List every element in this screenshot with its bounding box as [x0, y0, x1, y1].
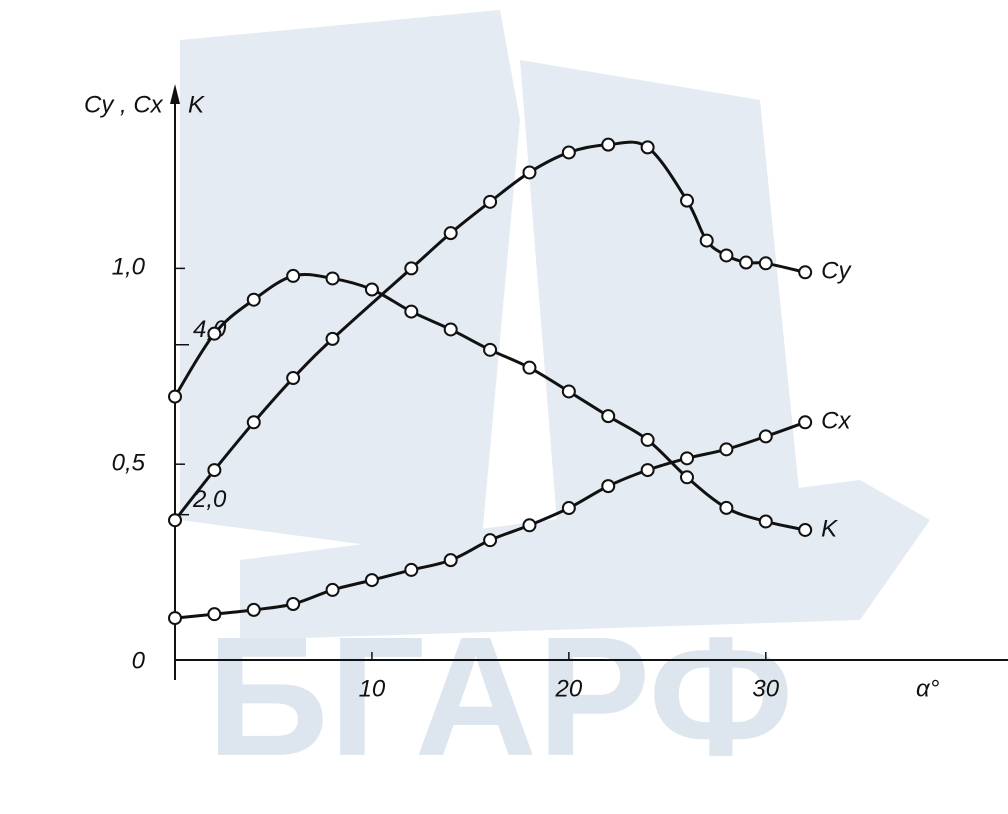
- y-tick-label: 1,0: [112, 254, 146, 281]
- data-point: [680, 451, 695, 466]
- data-point: [364, 282, 379, 297]
- y-axis-label: Cy , Cx: [84, 91, 164, 118]
- data-point: [168, 389, 182, 404]
- data-point: [325, 271, 340, 286]
- data-point: [207, 326, 222, 341]
- x-tick-label: 20: [555, 675, 583, 702]
- data-point: [601, 479, 616, 494]
- data-point: [699, 233, 714, 248]
- data-point: [758, 256, 773, 271]
- data-point: [443, 553, 458, 568]
- data-point: [483, 194, 498, 209]
- data-point: [680, 193, 695, 208]
- data-point: [246, 602, 261, 617]
- watermark-ship: [180, 10, 930, 640]
- data-point: [719, 248, 734, 263]
- x-axis-label: α°: [916, 675, 940, 702]
- data-point: [443, 322, 458, 337]
- data-point: [286, 268, 301, 283]
- series-label: Cx: [821, 408, 851, 435]
- data-point: [561, 501, 576, 516]
- data-point: [246, 415, 261, 430]
- data-point: [739, 255, 754, 270]
- data-point: [758, 429, 773, 444]
- data-point: [168, 611, 182, 626]
- data-point: [522, 360, 537, 375]
- y-axis-arrow: [170, 84, 180, 104]
- data-point: [483, 342, 498, 357]
- data-point: [640, 432, 655, 447]
- data-point: [640, 140, 655, 155]
- data-point: [325, 331, 340, 346]
- data-point: [719, 500, 734, 515]
- data-point: [561, 384, 576, 399]
- x-tick-label: 30: [752, 675, 779, 702]
- data-point: [168, 513, 182, 528]
- data-point: [798, 415, 813, 430]
- watermark: БГАРФ: [207, 602, 794, 792]
- data-point: [483, 533, 498, 548]
- data-point: [798, 522, 813, 537]
- data-point: [207, 463, 222, 478]
- data-point: [404, 261, 419, 276]
- data-point: [680, 470, 695, 485]
- data-point: [561, 145, 576, 160]
- data-point: [404, 562, 419, 577]
- series-label: Cy: [821, 258, 852, 285]
- data-point: [522, 165, 537, 180]
- data-point: [364, 573, 379, 588]
- data-point: [798, 265, 813, 280]
- series-label: K: [821, 515, 838, 542]
- data-point: [758, 514, 773, 529]
- data-point: [719, 442, 734, 457]
- y-tick-label: 0,5: [112, 450, 146, 477]
- data-point: [325, 582, 340, 597]
- data-point: [522, 518, 537, 533]
- data-point: [207, 607, 222, 622]
- data-point: [640, 463, 655, 478]
- data-point: [601, 137, 616, 152]
- data-point: [246, 292, 261, 307]
- y2-axis-label: K: [188, 91, 205, 118]
- x-tick-label: 10: [359, 675, 386, 702]
- data-point: [601, 409, 616, 424]
- data-point: [443, 226, 458, 241]
- data-point: [404, 304, 419, 319]
- data-point: [286, 597, 301, 611]
- data-point: [286, 371, 301, 386]
- y-tick-label: 0: [132, 647, 146, 674]
